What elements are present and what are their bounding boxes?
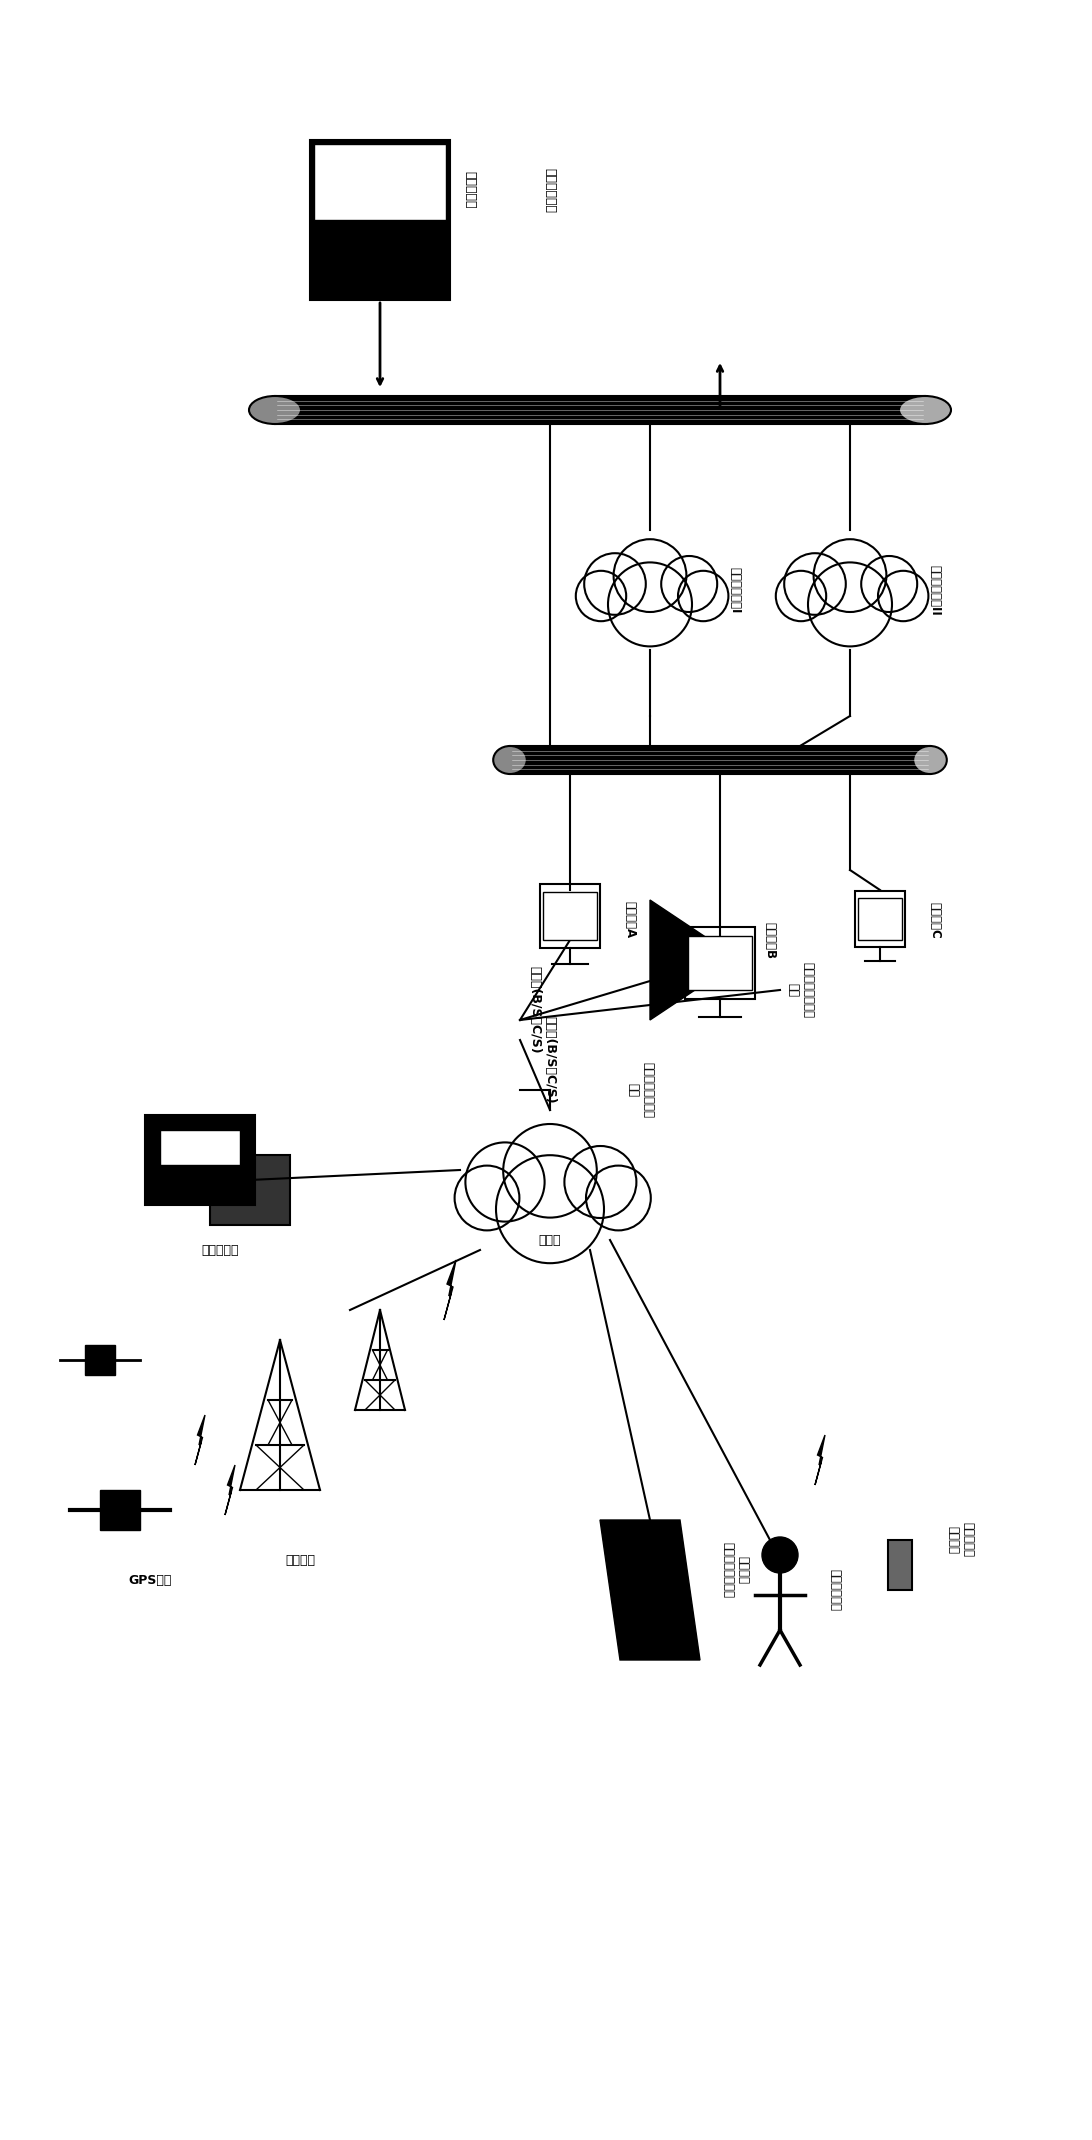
Text: 管理部门B: 管理部门B [763,922,776,959]
Text: 核心路由器: 核心路由器 [463,171,476,210]
Polygon shape [225,1466,235,1515]
Polygon shape [650,901,740,1021]
Circle shape [862,556,917,612]
Circle shape [614,539,687,612]
Polygon shape [444,1260,456,1320]
Bar [855,890,905,948]
Text: 手机或其他
移动终端: 手机或其他 移动终端 [946,1522,974,1558]
Circle shape [454,1166,520,1230]
Circle shape [762,1537,798,1573]
Polygon shape [195,1415,205,1466]
Circle shape [661,556,717,612]
Text: 客户端(B/S或C/S): 客户端(B/S或C/S) [544,1016,557,1104]
Circle shape [808,563,892,646]
Text: 电力施工人员: 电力施工人员 [829,1569,842,1611]
Bar [145,1115,256,1205]
Circle shape [584,554,645,614]
Text: 管理部门C: 管理部门C [928,901,941,937]
Text: 互联网: 互联网 [538,1233,561,1245]
Bar [510,747,930,775]
Text: 浏览电力监控平台
软件: 浏览电力监控平台 软件 [626,1061,654,1117]
Text: 客户端(B/S或C/S): 客户端(B/S或C/S) [529,965,542,1053]
Polygon shape [815,1436,824,1485]
Bar [310,139,450,300]
Bar [210,1156,290,1224]
Text: 无线网络: 无线网络 [285,1554,314,1566]
Bar [858,899,902,939]
Text: 管理部门A: 管理部门A [624,901,637,939]
Circle shape [496,1156,604,1263]
Bar [100,1489,140,1530]
Bar [543,892,597,939]
Text: 手持设备
多种物联传感设备: 手持设备 多种物联传感设备 [721,1543,749,1599]
Ellipse shape [494,747,526,775]
Bar [85,1346,115,1376]
Bar [688,935,752,991]
Text: 部门内部系统I: 部门内部系统I [728,567,741,614]
Bar [314,143,446,220]
Text: 机房服务器: 机房服务器 [201,1243,239,1256]
Text: 浏览电力监控平台
软件: 浏览电力监控平台 软件 [786,963,814,1019]
Circle shape [678,571,728,621]
Bar [541,884,600,948]
Circle shape [814,539,887,612]
Bar [275,396,925,424]
Ellipse shape [913,747,947,775]
Circle shape [575,571,626,621]
Polygon shape [600,1519,700,1661]
Circle shape [465,1143,545,1222]
Circle shape [503,1124,597,1218]
Circle shape [878,571,928,621]
Ellipse shape [899,396,951,424]
Bar [161,1130,240,1164]
Text: 数据交据中介: 数据交据中介 [544,167,557,212]
Circle shape [586,1166,651,1230]
Bar [888,1541,912,1590]
Bar [685,927,755,999]
Circle shape [565,1147,637,1218]
Text: 部门内部系统II: 部门内部系统II [928,565,941,616]
Circle shape [784,554,846,614]
Ellipse shape [249,396,301,424]
Circle shape [775,571,827,621]
Text: GPS信号: GPS信号 [129,1573,171,1586]
Circle shape [608,563,692,646]
